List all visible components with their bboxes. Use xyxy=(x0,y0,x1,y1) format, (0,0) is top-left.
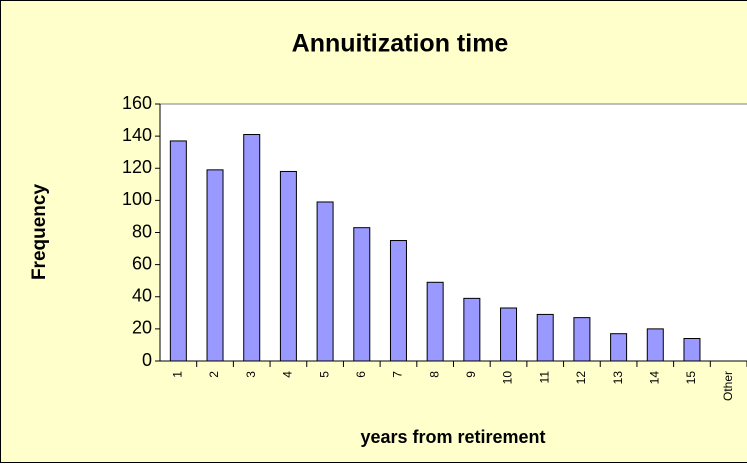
bar xyxy=(206,169,224,362)
x-tick-label: 15 xyxy=(684,371,698,385)
bar xyxy=(353,227,371,362)
x-tick-label: 12 xyxy=(574,371,588,385)
bar xyxy=(243,134,261,362)
chart-title: Annuitization time xyxy=(292,30,509,58)
x-tick-label: 6 xyxy=(354,371,368,378)
bar xyxy=(463,297,481,362)
y-tick-label: 120 xyxy=(122,157,152,177)
x-tick-label: 3 xyxy=(244,371,258,378)
x-tick-label: 8 xyxy=(427,371,441,378)
x-tick-label: 5 xyxy=(317,371,331,378)
x-tick-label: Other xyxy=(721,371,735,401)
y-axis-title: Frequency xyxy=(29,184,50,281)
x-tick-label: 4 xyxy=(281,371,295,378)
x-tick-label: 13 xyxy=(611,371,625,385)
bar xyxy=(169,140,187,362)
bar xyxy=(610,333,628,362)
bar xyxy=(646,328,664,362)
y-tick-label: 100 xyxy=(122,189,152,209)
x-tick-label: 9 xyxy=(464,371,478,378)
y-tick-label: 20 xyxy=(132,318,152,338)
y-tick-label: 40 xyxy=(132,286,152,306)
x-axis-title: years from retirement xyxy=(360,427,545,447)
bar xyxy=(316,201,334,362)
x-tick-label: 7 xyxy=(391,371,405,378)
x-tick-label: 10 xyxy=(501,371,515,385)
y-tick-label: 160 xyxy=(122,93,152,113)
y-tick-label: 0 xyxy=(142,350,152,370)
bar xyxy=(500,307,518,362)
y-tick-label: 80 xyxy=(132,221,152,241)
bar xyxy=(683,338,701,362)
x-tick-label: 1 xyxy=(171,371,185,378)
bar xyxy=(389,240,407,362)
bar xyxy=(279,170,297,362)
bar xyxy=(426,281,444,362)
bar xyxy=(573,317,591,362)
bar xyxy=(536,313,554,362)
y-tick-label: 140 xyxy=(122,125,152,145)
x-tick-label: 2 xyxy=(207,371,221,378)
x-tick-label: 11 xyxy=(537,371,551,384)
x-tick-label: 14 xyxy=(647,371,661,385)
y-tick-label: 60 xyxy=(132,253,152,273)
